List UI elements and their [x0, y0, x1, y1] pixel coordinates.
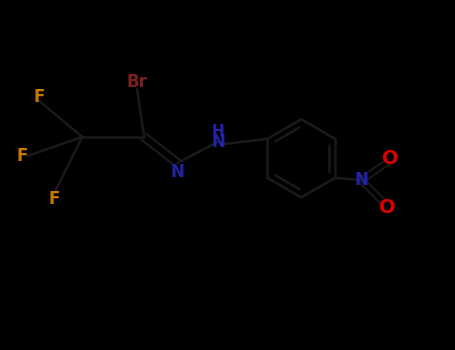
Text: F: F: [48, 190, 60, 208]
Text: O: O: [379, 198, 396, 217]
Text: Br: Br: [126, 73, 147, 91]
Text: F: F: [16, 147, 28, 165]
Text: O: O: [382, 149, 398, 168]
Text: N: N: [171, 163, 184, 181]
Text: F: F: [34, 89, 45, 106]
Text: N: N: [354, 171, 368, 189]
Text: H: H: [212, 124, 224, 139]
Text: N: N: [211, 133, 225, 151]
